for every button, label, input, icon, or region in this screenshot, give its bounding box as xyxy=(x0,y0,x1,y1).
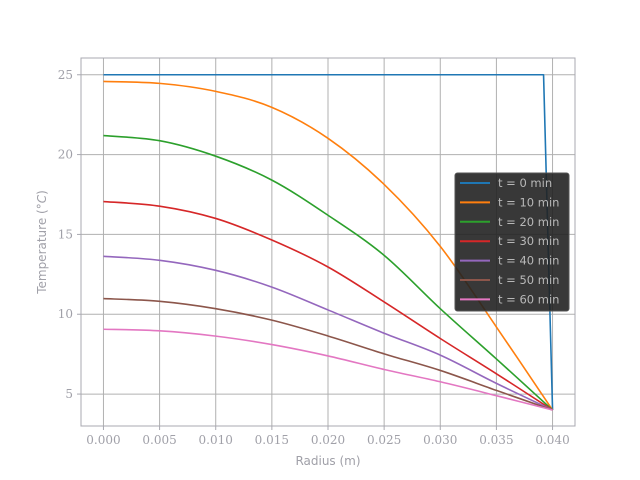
x-tick-label: 0.015 xyxy=(255,433,289,447)
series-line-2 xyxy=(103,134,554,411)
y-tick-label: 25 xyxy=(58,68,73,82)
y-tick-label: 10 xyxy=(58,307,73,321)
y-axis-label: Temperature (°C) xyxy=(35,190,49,295)
series-line-6 xyxy=(103,328,553,411)
legend: t = 0 min t = 10 min t = 20 min t = 30 min t… xyxy=(454,172,570,312)
y-axis-label-prefix: Temperature ( xyxy=(35,209,49,295)
y-axis-label-suffix: ) xyxy=(35,190,49,195)
series-line-5 xyxy=(103,297,553,411)
legend-item: t = 30 min xyxy=(460,234,559,248)
series-line-1 xyxy=(103,80,554,411)
legend-label: t = 10 min xyxy=(498,195,559,209)
x-axis-ticks: 0.000 0.005 0.010 0.015 0.020 0.025 0.030 0.035… xyxy=(86,426,570,447)
legend-item: t = 0 min xyxy=(460,176,552,190)
x-tick-label: 0.010 xyxy=(199,433,233,447)
series-line-3 xyxy=(103,200,553,411)
x-tick-label: 0.030 xyxy=(423,433,457,447)
x-tick-label: 0.020 xyxy=(311,433,345,447)
legend-box xyxy=(454,172,570,312)
y-tick-label: 20 xyxy=(58,148,73,162)
y-axis-ticks: 5 10 15 20 25 xyxy=(58,68,81,401)
x-axis-label: Radius (m) xyxy=(295,454,360,468)
x-tick-label: 0.040 xyxy=(535,433,569,447)
series-line-4 xyxy=(103,255,553,411)
legend-item: t = 40 min xyxy=(460,254,559,268)
legend-item: t = 60 min xyxy=(460,292,559,306)
y-tick-label: 5 xyxy=(65,387,73,401)
x-tick-label: 0.025 xyxy=(367,433,401,447)
legend-item: t = 50 min xyxy=(460,273,559,287)
legend-label: t = 0 min xyxy=(498,176,552,190)
x-tick-label: 0.035 xyxy=(479,433,513,447)
legend-label: t = 20 min xyxy=(498,215,559,229)
y-tick-label: 15 xyxy=(58,227,73,241)
y-axis-label-unit: °C xyxy=(35,194,49,209)
x-tick-label: 0.005 xyxy=(142,433,176,447)
legend-label: t = 50 min xyxy=(498,273,559,287)
legend-label: t = 60 min xyxy=(498,292,559,306)
legend-item: t = 20 min xyxy=(460,215,559,229)
x-tick-label: 0.000 xyxy=(86,433,120,447)
legend-label: t = 30 min xyxy=(498,234,559,248)
legend-label: t = 40 min xyxy=(498,254,559,268)
legend-item: t = 10 min xyxy=(460,195,559,209)
